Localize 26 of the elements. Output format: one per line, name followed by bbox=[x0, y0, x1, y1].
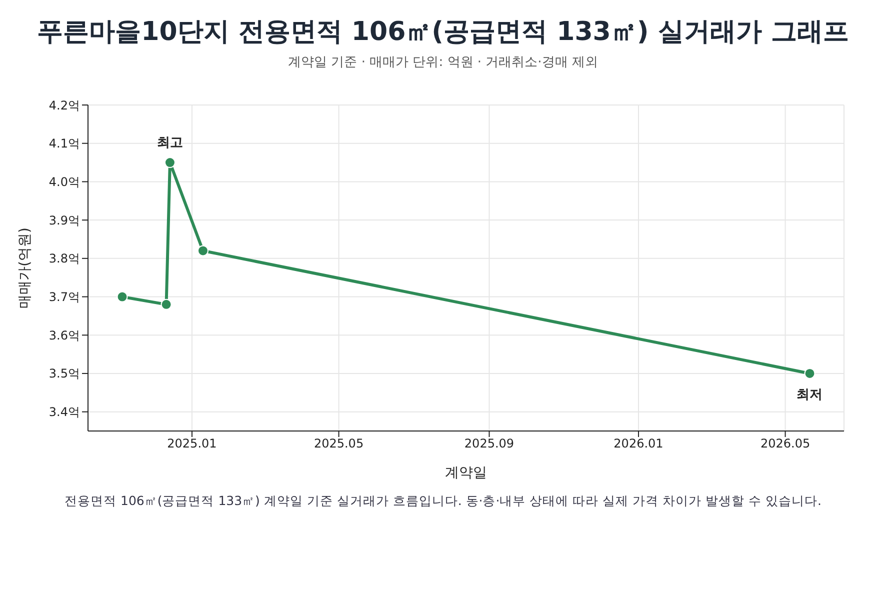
y-tick-label: 3.4억 bbox=[48, 405, 80, 420]
x-axis-title: 계약일 bbox=[445, 465, 487, 481]
x-tick-label: 2026.05 bbox=[760, 436, 810, 451]
y-tick-label: 4.1억 bbox=[48, 136, 80, 151]
x-tick-label: 2026.01 bbox=[614, 436, 664, 451]
chart-subtitle: 계약일 기준 · 매매가 단위: 억원 · 거래취소·경매 제외 bbox=[287, 54, 599, 71]
y-tick-label: 3.6억 bbox=[48, 328, 80, 342]
y-axis-title: 매매가(억원) bbox=[16, 228, 33, 308]
annotation: 최저 bbox=[796, 388, 823, 403]
y-tick-label: 4.0억 bbox=[48, 174, 80, 189]
y-tick-label: 3.8억 bbox=[48, 252, 80, 266]
x-tick-label: 2025.05 bbox=[314, 436, 364, 451]
point bbox=[804, 368, 816, 379]
y-tick-label: 3.7억 bbox=[48, 290, 80, 304]
y-tick-label: 3.5억 bbox=[48, 366, 80, 381]
point bbox=[197, 245, 208, 256]
y-tick-label: 4.2억 bbox=[48, 98, 80, 112]
point bbox=[160, 298, 172, 310]
point bbox=[164, 157, 176, 168]
y-tick-label: 3.9억 bbox=[48, 213, 80, 228]
chart-title: 푸른마을10단지 전용면적 106㎡(공급면적 133㎡) 실거래가 그래프 bbox=[36, 16, 850, 49]
point bbox=[116, 291, 128, 302]
x-tick-label: 2025.09 bbox=[464, 436, 514, 451]
x-tick-label: 2025.01 bbox=[167, 436, 217, 451]
text: 전용면적 106㎡(공급면적 133㎡) 계약일 기준 실거래가 흐름입니다. 동·층·내부 상태에 따라 실제 가격 차이가 발생할 수 있습니다. bbox=[64, 493, 822, 510]
annotation: 최고 bbox=[156, 136, 183, 151]
